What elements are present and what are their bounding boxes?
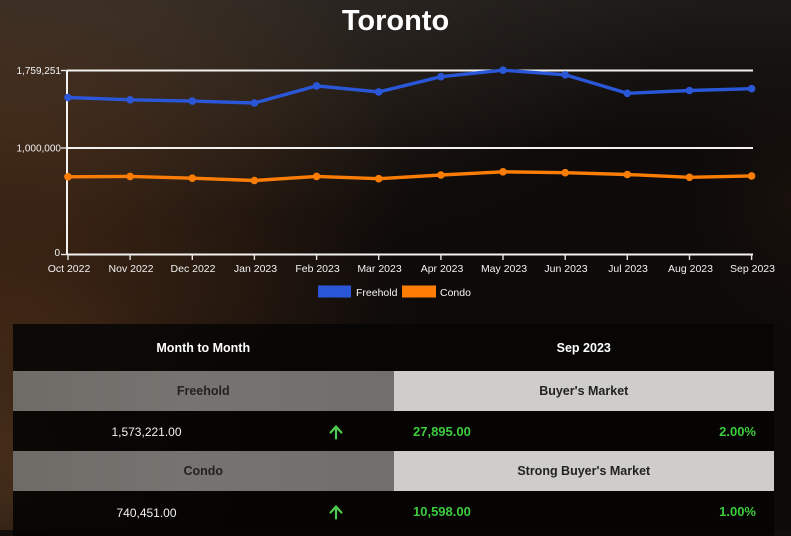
svg-text:Jan 2023: Jan 2023 [234, 263, 277, 275]
svg-text:Oct 2022: Oct 2022 [48, 263, 91, 275]
svg-text:0: 0 [54, 248, 60, 259]
svg-text:1,000,000: 1,000,000 [17, 144, 62, 155]
svg-text:May 2023: May 2023 [481, 263, 527, 275]
svg-text:Sep 2023: Sep 2023 [730, 263, 775, 275]
svg-text:Freehold: Freehold [356, 287, 398, 299]
svg-text:Nov 2022: Nov 2022 [109, 263, 154, 275]
svg-text:Jul 2023: Jul 2023 [608, 263, 648, 275]
svg-text:Mar 2023: Mar 2023 [357, 263, 402, 275]
svg-text:Feb 2023: Feb 2023 [295, 263, 340, 275]
svg-text:1,759,251: 1,759,251 [17, 66, 62, 77]
svg-text:Jun 2023: Jun 2023 [544, 263, 587, 275]
svg-text:Condo: Condo [440, 287, 471, 299]
svg-text:Apr 2023: Apr 2023 [421, 263, 464, 275]
svg-text:Dec 2022: Dec 2022 [171, 263, 216, 275]
svg-text:Aug 2023: Aug 2023 [668, 263, 713, 275]
